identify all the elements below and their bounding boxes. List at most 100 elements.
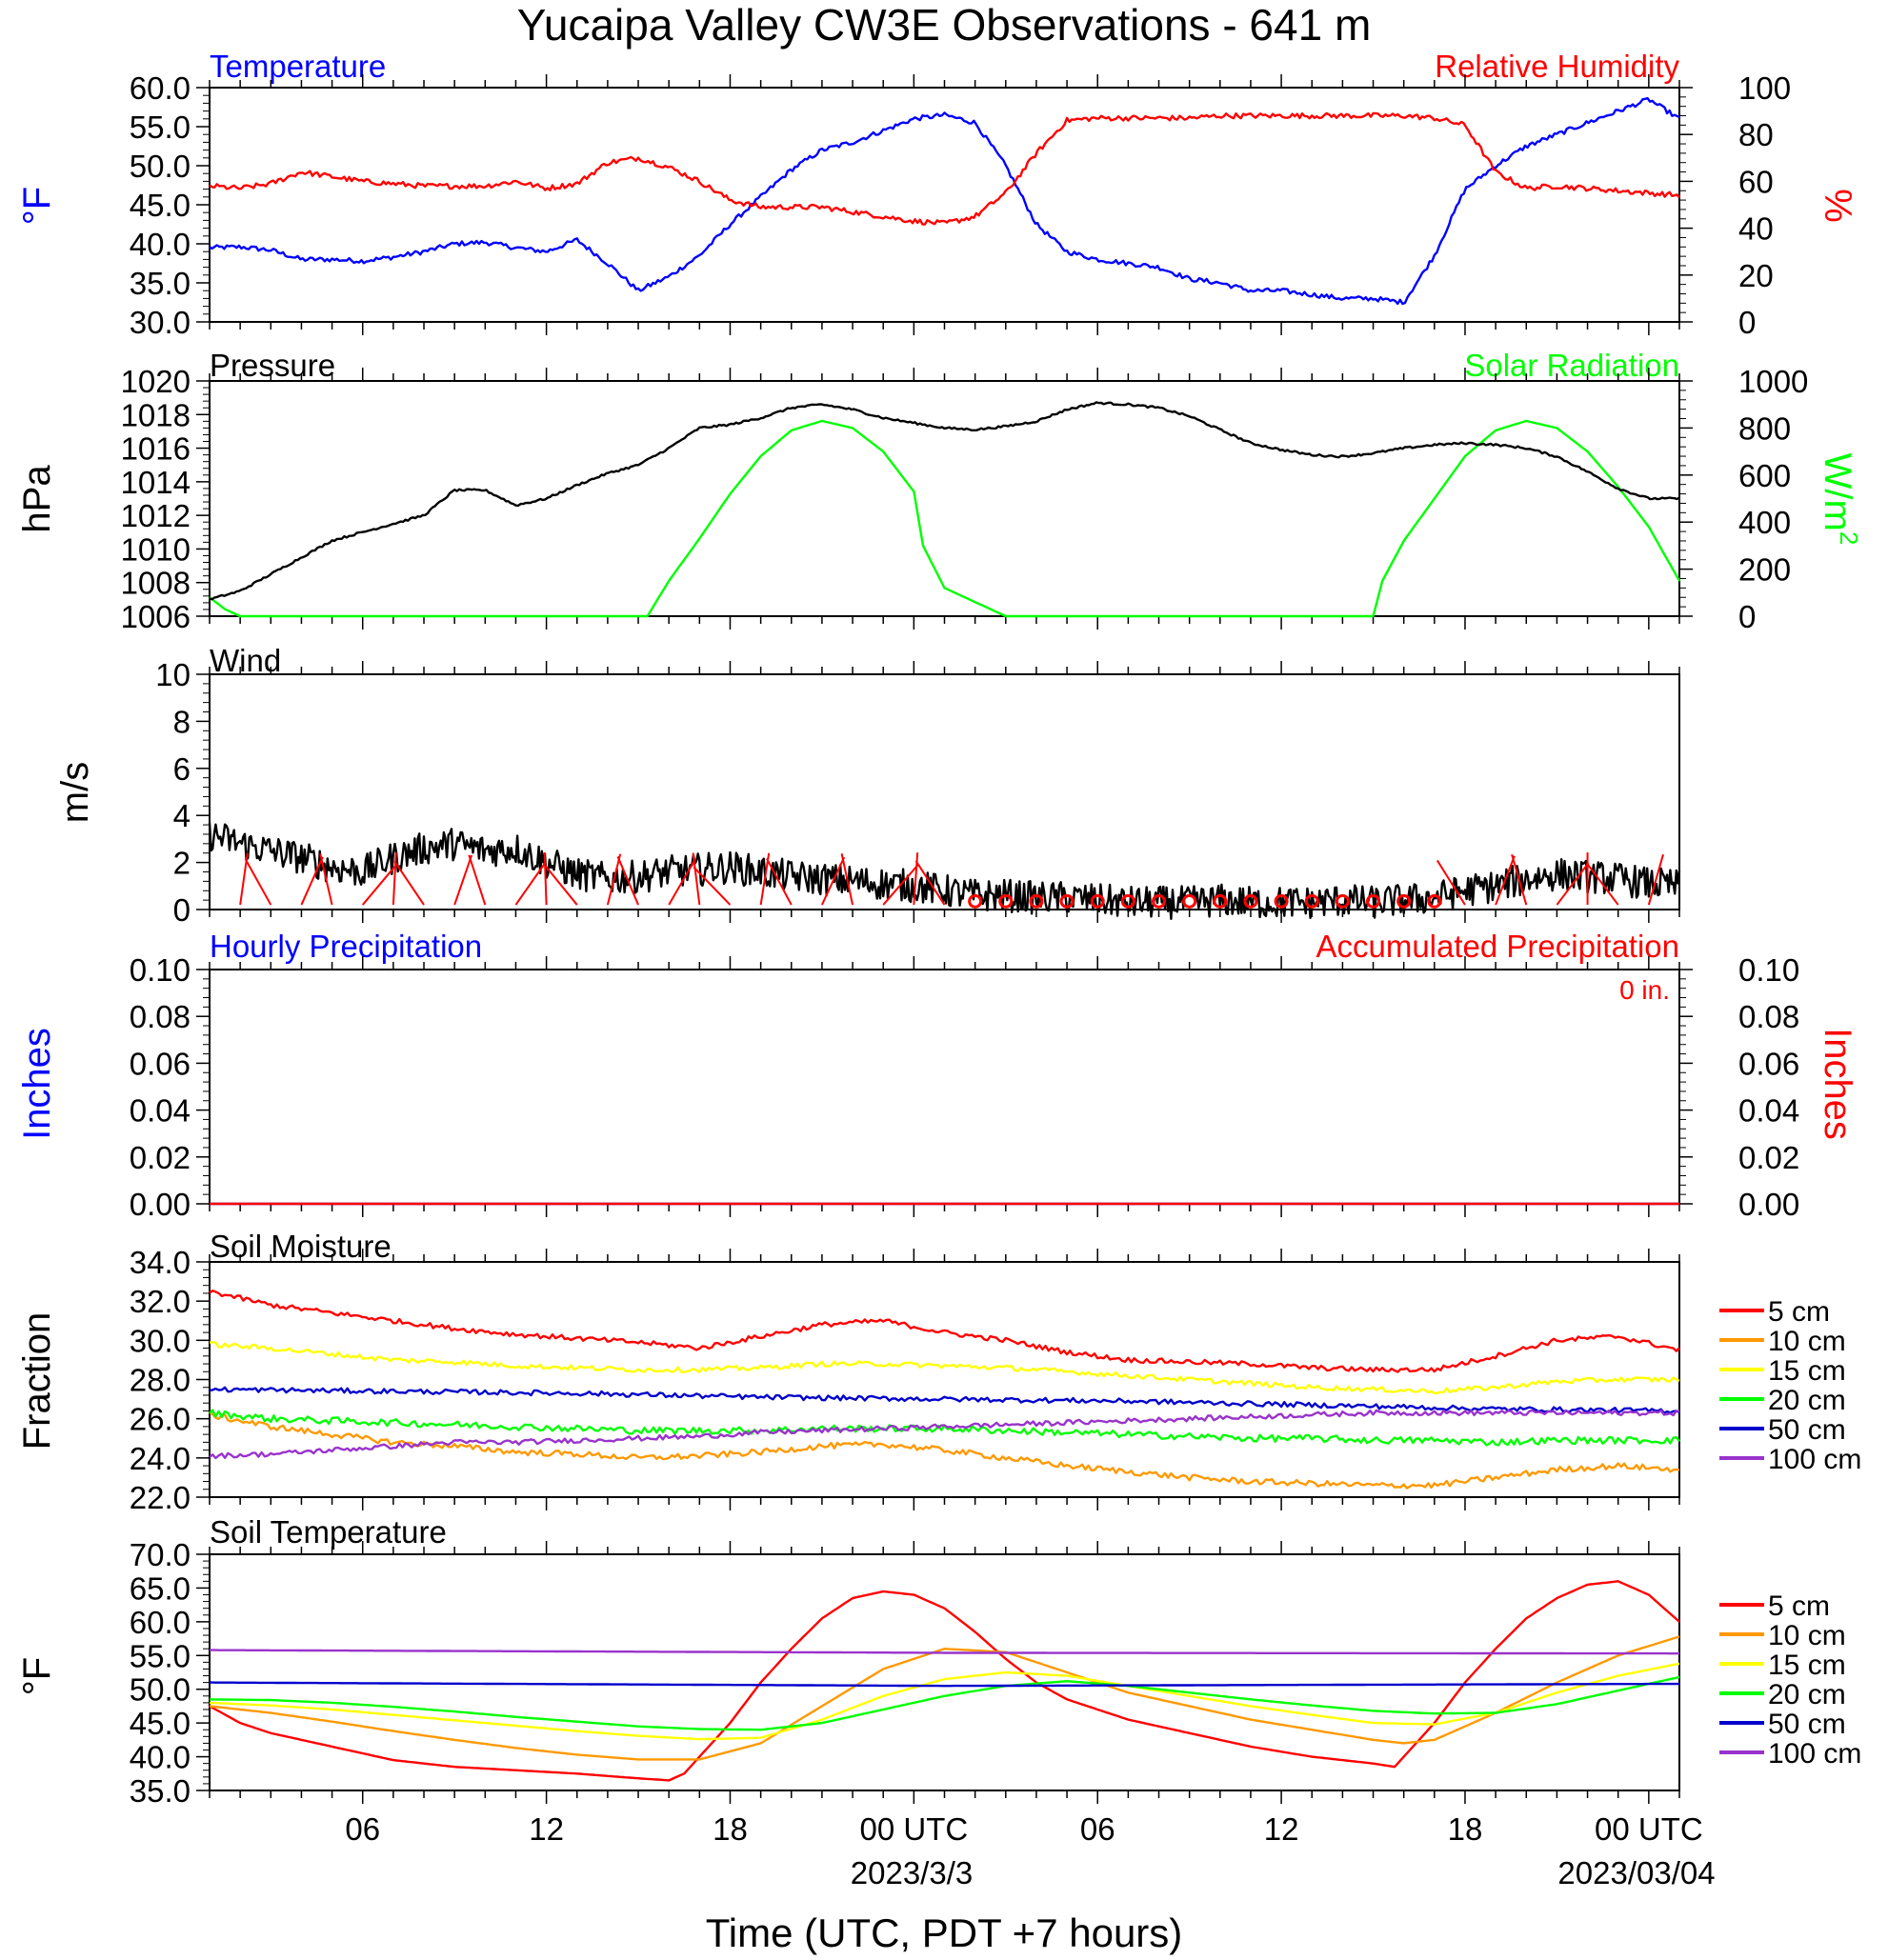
solar-y-tick-label: 800 xyxy=(1738,410,1791,446)
wind-barb xyxy=(668,858,696,906)
pressure-plot-area xyxy=(209,368,1681,630)
soil-moisture-frame xyxy=(209,1261,1680,1498)
soil-moisture-y-tick-label: 32.0 xyxy=(130,1284,191,1319)
wind-panel: Wind 10 8 6 4 2 0 m/s xyxy=(54,643,1681,928)
pressure-y-tick-label: 1014 xyxy=(121,465,191,500)
wind-calm-circle xyxy=(1274,893,1289,909)
temperature-panel: Temperature Relative Humidity 60.0 55.0 50… xyxy=(16,49,1858,340)
accum-precip-y-tick-label: 0.10 xyxy=(1738,952,1799,988)
wind-y-tick-label: 4 xyxy=(173,798,191,833)
solar-right-axis: 1000 800 600 400 200 0 xyxy=(1679,364,1808,634)
x-tick-label: 00 UTC xyxy=(860,1811,969,1847)
temperature-line xyxy=(209,96,1680,306)
wind-left-axis: 10 8 6 4 2 0 xyxy=(155,657,210,928)
wind-calm-circle xyxy=(1304,893,1319,909)
humidity-unit-label: % xyxy=(1817,189,1858,223)
wind-y-tick-label: 6 xyxy=(173,751,191,787)
accum-precip-y-tick-label: 0.04 xyxy=(1738,1093,1799,1129)
x-tick-label: 06 xyxy=(345,1811,380,1847)
hourly-precip-unit-label: Inches xyxy=(16,1028,58,1140)
solar-unit-base: W/m xyxy=(1817,453,1858,531)
soil-moisture-title: Soil Moisture xyxy=(210,1229,392,1264)
soil-temperature-y-tick-label: 65.0 xyxy=(130,1570,191,1606)
humidity-y-tick-label: 80 xyxy=(1738,117,1774,152)
temperature-y-tick-label: 40.0 xyxy=(130,227,191,262)
wind-barb xyxy=(1585,862,1619,906)
x-tick-label: 12 xyxy=(529,1811,564,1847)
wind-barb xyxy=(1495,855,1516,906)
solar-unit-sup: 2 xyxy=(1835,531,1863,545)
soil-temperature-line-50cm xyxy=(210,1681,1680,1688)
soil-temperature-y-tick-label: 40.0 xyxy=(130,1740,191,1775)
accum-precip-title: Accumulated Precipitation xyxy=(1316,929,1679,964)
temperature-y-tick-label: 60.0 xyxy=(130,70,191,106)
wind-calm-circle xyxy=(1029,893,1044,909)
soil-temperature-legend-label: 100 cm xyxy=(1768,1738,1861,1770)
wind-plot-area xyxy=(208,661,1681,923)
soil-moisture-legend-label: 10 cm xyxy=(1768,1326,1846,1357)
hourly-precip-y-tick-label: 0.10 xyxy=(130,952,191,988)
humidity-y-tick-label: 0 xyxy=(1738,305,1756,340)
wind-barb xyxy=(543,852,548,906)
soil-moisture-line-15cm xyxy=(209,1341,1680,1395)
wind-barb xyxy=(543,863,578,906)
soil-moisture-legend-label: 15 cm xyxy=(1768,1355,1846,1387)
wind-y-tick-label: 10 xyxy=(155,657,191,692)
x-tick-label: 12 xyxy=(1264,1811,1299,1847)
soil-temperature-unit-label: °F xyxy=(16,1657,58,1695)
temperature-y-tick-label: 50.0 xyxy=(130,149,191,184)
hourly-precip-y-tick-label: 0.04 xyxy=(130,1093,191,1129)
wind-barb xyxy=(821,856,846,906)
wind-barb xyxy=(840,853,854,906)
soil-temperature-title: Soil Temperature xyxy=(210,1514,447,1550)
soil-temperature-line-10cm xyxy=(209,1635,1680,1761)
precip-left-axis: 0.10 0.08 0.06 0.04 0.02 0.00 xyxy=(130,952,210,1222)
humidity-y-tick-label: 60 xyxy=(1738,164,1774,199)
wind-barb xyxy=(606,853,622,906)
soil-temperature-line-100cm xyxy=(210,1649,1679,1655)
temperature-y-tick-label: 30.0 xyxy=(130,305,191,340)
precipitation-panel: Hourly Precipitation Accumulated Precipi… xyxy=(16,929,1858,1222)
wind-barb xyxy=(393,860,425,906)
soil-moisture-line-50cm xyxy=(209,1386,1680,1414)
pressure-unit-label: hPa xyxy=(16,465,58,533)
wind-speed-line xyxy=(208,822,1681,920)
soil-temperature-y-tick-label: 45.0 xyxy=(130,1706,191,1741)
temperature-y-tick-label: 35.0 xyxy=(130,266,191,301)
wind-calm-circle xyxy=(1120,893,1135,909)
humidity-line xyxy=(209,111,1680,226)
soil-moisture-line-100cm xyxy=(209,1409,1679,1460)
wind-barb xyxy=(766,858,793,906)
wind-barb xyxy=(693,866,732,906)
wind-calm-circle xyxy=(1059,893,1075,909)
solar-y-tick-label: 0 xyxy=(1738,599,1756,634)
wind-title: Wind xyxy=(210,643,281,678)
temperature-left-axis: 60.0 55.0 50.0 45.0 40.0 35.0 30.0 xyxy=(130,70,210,340)
solar-radiation-line xyxy=(209,419,1681,618)
wind-calm-circle xyxy=(1090,893,1105,909)
hourly-precip-title: Hourly Precipitation xyxy=(210,929,482,964)
solar-title: Solar Radiation xyxy=(1464,348,1679,383)
hourly-precip-y-tick-label: 0.02 xyxy=(130,1140,191,1175)
temperature-unit-label: °F xyxy=(16,187,58,225)
wind-calm-circle xyxy=(1396,893,1412,909)
wind-calm-circle xyxy=(968,893,983,909)
pressure-y-tick-label: 1012 xyxy=(121,498,191,533)
temperature-y-tick-label: 45.0 xyxy=(130,188,191,223)
soil-temperature-y-tick-label: 70.0 xyxy=(130,1537,191,1572)
soil-moisture-y-tick-label: 30.0 xyxy=(130,1323,191,1358)
humidity-title: Relative Humidity xyxy=(1435,49,1679,84)
hourly-precip-y-tick-label: 0.08 xyxy=(130,999,191,1034)
soil-moisture-y-tick-label: 34.0 xyxy=(130,1245,191,1280)
accum-precip-y-tick-label: 0.00 xyxy=(1738,1187,1799,1222)
wind-frame xyxy=(209,673,1680,910)
accum-precip-y-tick-label: 0.02 xyxy=(1738,1140,1799,1175)
humidity-y-tick-label: 100 xyxy=(1738,70,1791,106)
wind-barb xyxy=(468,854,487,906)
pressure-y-tick-label: 1016 xyxy=(121,431,191,467)
wind-barb xyxy=(1556,862,1590,906)
soil-moisture-panel: Soil Moisture 34.0 32.0 30.0 28.0 26.0 24.0 22… xyxy=(16,1229,1861,1515)
x-tick-label: 00 UTC xyxy=(1595,1811,1703,1847)
soil-moisture-legend-label: 5 cm xyxy=(1768,1296,1830,1328)
soil-temperature-legend-label: 50 cm xyxy=(1768,1709,1846,1740)
